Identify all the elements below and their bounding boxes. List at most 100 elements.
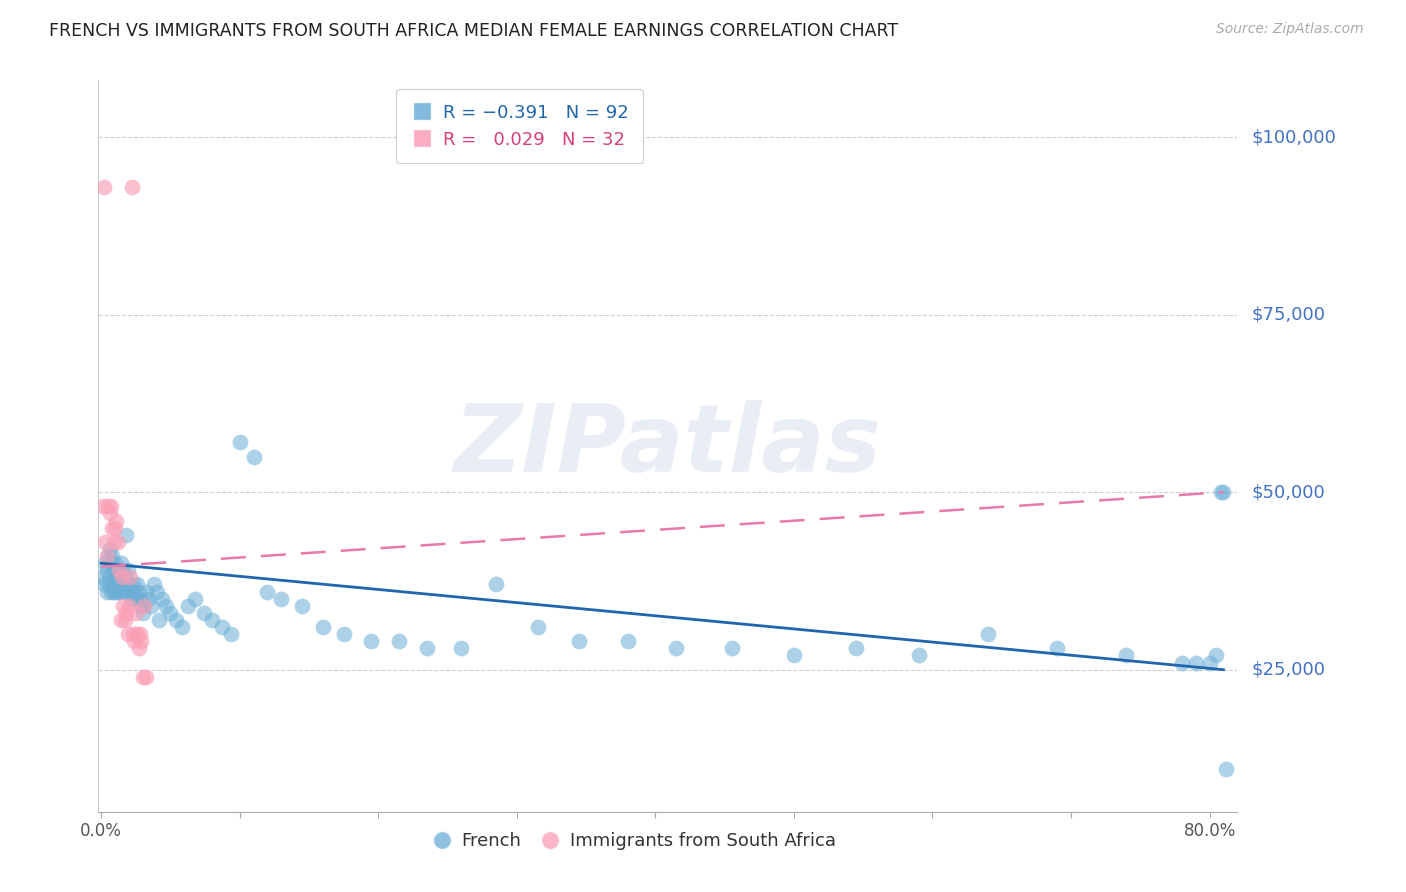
Point	[124, 634, 146, 648]
Point	[107, 577, 129, 591]
Point	[108, 584, 131, 599]
Point	[270, 591, 292, 606]
Point	[114, 613, 136, 627]
Point	[155, 599, 177, 613]
Point	[416, 641, 439, 656]
Point	[111, 584, 134, 599]
Point	[485, 577, 508, 591]
Point	[139, 599, 162, 613]
Point	[291, 599, 314, 613]
Text: $75,000: $75,000	[1251, 306, 1326, 324]
Point	[104, 577, 127, 591]
Point	[122, 577, 145, 591]
Point	[665, 641, 688, 656]
Text: Source: ZipAtlas.com: Source: ZipAtlas.com	[1216, 22, 1364, 37]
Point	[103, 563, 125, 577]
Point	[118, 599, 141, 613]
Point	[131, 634, 153, 648]
Point	[165, 613, 187, 627]
Point	[526, 620, 548, 634]
Text: $100,000: $100,000	[1251, 128, 1336, 146]
Point	[136, 591, 159, 606]
Text: ZIPatlas: ZIPatlas	[454, 400, 882, 492]
Point	[105, 570, 128, 584]
Point	[568, 634, 591, 648]
Point	[96, 584, 118, 599]
Point	[121, 591, 143, 606]
Point	[845, 641, 868, 656]
Point	[1046, 641, 1069, 656]
Point	[1209, 485, 1232, 500]
Point	[111, 570, 134, 584]
Point	[104, 521, 127, 535]
Text: FRENCH VS IMMIGRANTS FROM SOUTH AFRICA MEDIAN FEMALE EARNINGS CORRELATION CHART: FRENCH VS IMMIGRANTS FROM SOUTH AFRICA M…	[49, 22, 898, 40]
Point	[93, 577, 115, 591]
Point	[115, 606, 138, 620]
Point	[193, 606, 215, 620]
Point	[134, 599, 156, 613]
Point	[121, 179, 143, 194]
Point	[107, 534, 129, 549]
Point	[132, 670, 155, 684]
Point	[145, 584, 167, 599]
Point	[120, 584, 142, 599]
Point	[118, 577, 141, 591]
Point	[100, 556, 122, 570]
Point	[122, 627, 145, 641]
Point	[117, 563, 139, 577]
Point	[211, 620, 233, 634]
Point	[101, 549, 124, 563]
Point	[201, 613, 224, 627]
Text: $25,000: $25,000	[1251, 661, 1326, 679]
Point	[1215, 762, 1237, 776]
Point	[115, 577, 138, 591]
Point	[1212, 485, 1234, 500]
Point	[98, 507, 121, 521]
Point	[114, 584, 136, 599]
Point	[128, 641, 150, 656]
Point	[1205, 648, 1227, 663]
Point	[127, 627, 149, 641]
Point	[105, 514, 128, 528]
Point	[1198, 656, 1220, 670]
Point	[108, 570, 131, 584]
Point	[177, 599, 200, 613]
Point	[112, 563, 135, 577]
Point	[110, 613, 132, 627]
Point	[148, 613, 170, 627]
Point	[112, 577, 135, 591]
Point	[150, 591, 173, 606]
Point	[1171, 656, 1194, 670]
Point	[104, 556, 127, 570]
Text: $50,000: $50,000	[1251, 483, 1324, 501]
Point	[93, 179, 115, 194]
Point	[170, 620, 193, 634]
Point	[312, 620, 335, 634]
Point	[101, 577, 124, 591]
Point	[127, 577, 149, 591]
Point	[112, 599, 135, 613]
Point	[91, 570, 114, 584]
Point	[132, 606, 155, 620]
Point	[159, 606, 181, 620]
Point	[94, 556, 117, 570]
Point	[125, 606, 148, 620]
Point	[110, 556, 132, 570]
Point	[120, 570, 142, 584]
Point	[105, 584, 128, 599]
Point	[135, 584, 157, 599]
Point	[332, 627, 354, 641]
Point	[107, 563, 129, 577]
Point	[125, 591, 148, 606]
Point	[128, 584, 150, 599]
Point	[242, 450, 264, 464]
Point	[103, 584, 125, 599]
Point	[720, 641, 742, 656]
Point	[98, 570, 121, 584]
Point	[1115, 648, 1137, 663]
Point	[129, 627, 152, 641]
Point	[131, 599, 153, 613]
Point	[91, 500, 114, 514]
Legend: French, Immigrants from South Africa: French, Immigrants from South Africa	[423, 825, 844, 857]
Point	[110, 577, 132, 591]
